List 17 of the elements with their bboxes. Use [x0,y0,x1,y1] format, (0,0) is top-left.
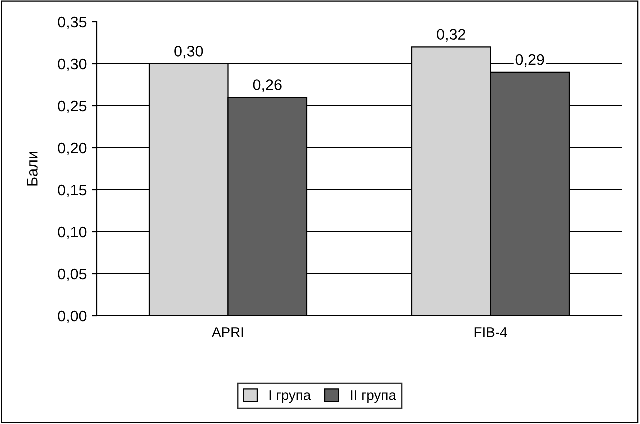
data-label: 0,26 [253,80,282,92]
y-tick-label: 0,20 [58,142,87,156]
y-tick-label: 0,30 [58,58,87,72]
data-label: 0,32 [437,29,466,42]
y-axis-title: Бали [27,152,38,186]
x-tick-label: APRI [212,328,244,338]
y-tick-label: 0,35 [58,16,87,30]
y-tick-label: 0,10 [58,226,87,240]
y-tick-label: 0,15 [58,184,87,198]
legend-label: I група [270,390,312,404]
data-label: 0,29 [516,54,544,68]
y-tick-label: 0,25 [58,100,87,114]
data-label: 0,30 [174,46,204,59]
y-tick-label: 0,05 [58,268,87,282]
x-tick-label: FIB-4 [474,328,508,338]
y-tick-label: 0,00 [58,310,87,324]
legend-label: II група [351,390,396,404]
